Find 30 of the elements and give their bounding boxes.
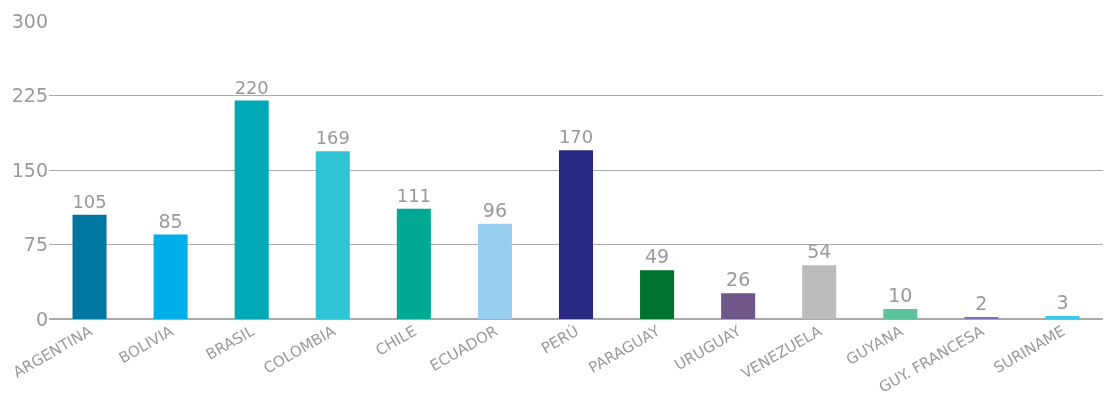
bar [477, 223, 512, 319]
y-tick-label: 75 [23, 233, 48, 256]
data-label: 105 [72, 190, 107, 212]
y-tick-label: 0 [35, 307, 48, 330]
bar [234, 100, 269, 319]
data-label: 49 [644, 245, 670, 268]
data-label: 170 [558, 126, 594, 148]
data-label: 2 [975, 292, 988, 314]
bar [883, 309, 918, 319]
y-tick-label: 300 [11, 9, 48, 32]
y-tick-label: 225 [11, 84, 48, 107]
data-label: 85 [158, 209, 183, 232]
y-tick-label: 150 [11, 158, 48, 181]
bar [1045, 316, 1080, 319]
data-label: 26 [726, 268, 751, 291]
bar [315, 151, 350, 319]
data-label: 169 [315, 127, 350, 149]
data-label: 54 [807, 240, 832, 263]
bar [721, 293, 756, 319]
data-label: 10 [888, 284, 913, 307]
data-label: 111 [396, 184, 431, 206]
data-label: 3 [1056, 291, 1069, 314]
data-label: 96 [482, 198, 508, 221]
bar [558, 150, 594, 319]
data-label: 220 [234, 76, 269, 98]
bar [640, 270, 675, 319]
bar [72, 214, 107, 319]
bar [396, 208, 431, 319]
bar [153, 234, 188, 319]
bar [802, 265, 837, 319]
